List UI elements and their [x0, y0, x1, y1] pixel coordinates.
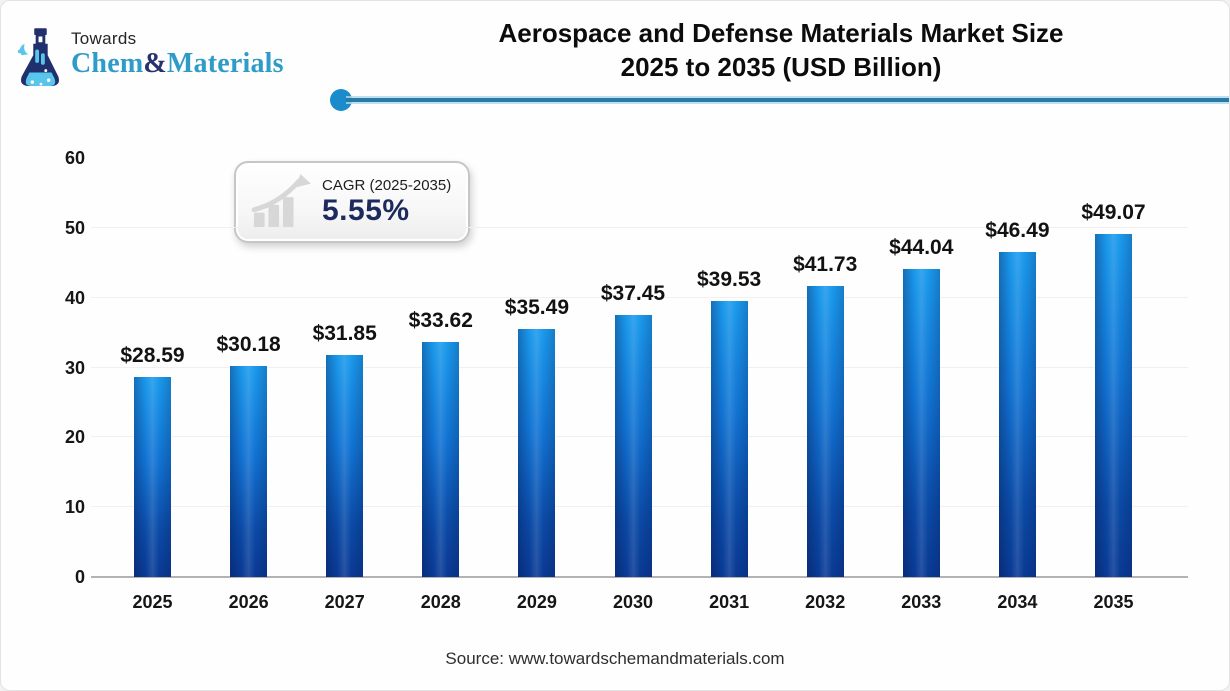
- brand-name: Chem&Materials: [71, 49, 284, 79]
- x-tick-label-2033: 2033: [901, 592, 942, 612]
- x-tick-label-2027: 2027: [324, 592, 365, 612]
- value-label-2027: $31.85: [312, 321, 377, 345]
- y-tick-label-20: 20: [64, 427, 85, 448]
- brand-materials: Materials: [166, 48, 284, 79]
- x-tick-label-2034: 2034: [997, 592, 1038, 612]
- gridline-50: [91, 226, 1188, 228]
- x-tick-label-2028: 2028: [420, 592, 461, 612]
- cagr-value: 5.55%: [322, 193, 410, 227]
- x-axis-line: [91, 576, 1188, 578]
- bar-2033: [902, 269, 940, 577]
- value-label-2035: $49.07: [1081, 201, 1146, 225]
- chart-title: Aerospace and Defense Materials Market S…: [341, 16, 1221, 84]
- cagr-label: CAGR (2025-2035): [322, 176, 452, 194]
- chart-title-line-2: 2025 to 2035 (USD Billion): [620, 52, 942, 82]
- y-axis: 0 10 20 30 40 50 60: [1, 1, 85, 690]
- y-tick-label-10: 10: [64, 497, 85, 518]
- value-label-2028: $33.62: [408, 309, 473, 333]
- bar-2032: [806, 285, 844, 577]
- gridline-40: [91, 296, 1188, 298]
- value-label-2034: $46.49: [985, 219, 1050, 243]
- brand-tagline: Towards: [71, 29, 137, 48]
- value-label-2026: $30.18: [216, 333, 281, 357]
- bar-2027: [326, 354, 364, 577]
- y-tick-label-30: 30: [64, 357, 85, 378]
- value-label-2032: $41.73: [793, 252, 858, 276]
- bar-2030: [614, 315, 652, 577]
- source-text: Source: www.towardschemandmaterials.com: [445, 649, 785, 668]
- chart-title-line-1: Aerospace and Defense Materials Market S…: [498, 18, 1064, 48]
- bar-2028: [422, 342, 460, 577]
- value-label-2031: $39.53: [696, 267, 762, 291]
- x-tick-label-2030: 2030: [612, 592, 654, 612]
- x-tick-label-2026: 2026: [228, 592, 269, 612]
- brand-text: Towards Chem&Materials: [71, 27, 284, 79]
- flask-icon: [17, 28, 59, 86]
- cagr-text: CAGR (2025-2035) 5.55%: [322, 177, 451, 228]
- x-tick-label-2025: 2025: [132, 592, 173, 612]
- bar-2025: [134, 377, 171, 577]
- bar-2026: [230, 366, 268, 577]
- y-tick-label-50: 50: [64, 217, 85, 238]
- x-tick-label-2035: 2035: [1093, 592, 1134, 612]
- bar-2034: [998, 252, 1036, 577]
- bar-2035: [1095, 234, 1132, 577]
- brand-ampersand: &: [143, 48, 167, 79]
- y-tick-label-0: 0: [74, 567, 85, 587]
- x-tick-label-2029: 2029: [516, 592, 557, 612]
- bar-2031: [710, 300, 748, 577]
- brand-logo: Towards Chem&Materials: [15, 27, 284, 95]
- title-underline-dot: [330, 89, 352, 111]
- x-tick-label-2032: 2032: [805, 592, 846, 612]
- value-label-2025: $28.59: [120, 344, 185, 368]
- plot-area: $28.59 2025 $30.18 2026 $31.85 2027 $33.62 2028…: [91, 158, 1188, 612]
- y-tick-label-40: 40: [64, 287, 85, 308]
- growth-chart-icon: [251, 174, 311, 228]
- brand-chem: Chem: [71, 48, 144, 79]
- title-underline: [346, 98, 1229, 102]
- value-label-2033: $44.04: [889, 236, 954, 260]
- value-label-2029: $35.49: [504, 296, 569, 320]
- cagr-badge: CAGR (2025-2035) 5.55%: [234, 161, 470, 243]
- value-label-2030: $37.45: [600, 282, 666, 306]
- bar-2029: [518, 329, 556, 577]
- x-tick-label-2031: 2031: [709, 592, 750, 612]
- y-tick-label-60: 60: [64, 148, 85, 168]
